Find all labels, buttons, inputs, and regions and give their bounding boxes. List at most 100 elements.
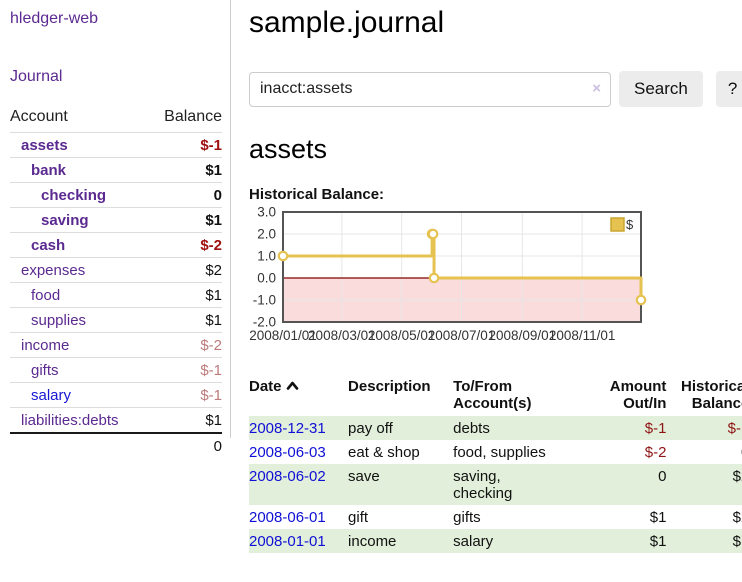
account-row: saving $1 [10,207,222,233]
transaction-description: gift [348,509,369,526]
balance-column-header-register[interactable]: Historical Balance [680,378,742,412]
legend-swatch [610,217,625,232]
accounts-column-header[interactable]: To/From Account(s) [453,378,532,412]
account-heading: assets [249,134,328,164]
x-axis-tick-label: 2008/01/01 [249,328,317,343]
account-link[interactable]: gifts [31,362,59,379]
transaction-amount: $-2 [644,444,667,461]
transaction-accounts-text: debts [453,420,490,437]
transaction-date-cell: 2008-12-31 [249,416,348,440]
plot-border [282,211,642,323]
account-row: food $1 [10,282,222,308]
transaction-row: 2008-06-03 eat & shop food, supplies $-20 [249,440,742,464]
accounts-table: Account Balance assets $-1 bank $1 checking 0… [10,106,222,459]
transaction-date-cell: 2008-06-01 [249,505,348,529]
accounts-table-header: Account Balance [10,106,222,133]
transaction-date-link[interactable]: 2008-06-02 [249,468,326,485]
accounts-total-balance: 0 [148,432,222,459]
search-bar: × Search ? [249,71,742,107]
register-table: Date Description To/From Account(s) Amou… [249,376,742,553]
chart-svg: $3.0 2.0 1.0 0.0 -1.0 -2.02008/01/012008/03/0… [249,205,647,343]
transaction-row: 2008-06-01 gift gifts $1 $2 [249,505,742,529]
account-row: gifts $-1 [10,357,222,383]
sidebar: hledger-web Journal Account Balance asse… [0,0,231,459]
transaction-row: 2008-01-01 income salary $1 $1 [249,529,742,553]
account-balance: $1 [148,157,222,183]
transaction-date-link[interactable]: 2008-12-31 [249,420,326,437]
account-link[interactable]: food [31,287,61,304]
transaction-balance: 0 [666,440,742,464]
transaction-description: eat & shop [348,444,420,461]
chart-legend: $ [610,217,634,232]
account-row: assets $-1 [10,132,222,158]
transaction-amount: 0 [658,468,667,485]
transaction-accounts-text: saving, checking [453,468,513,502]
y-axis-tick-label: 0.0 [257,271,276,286]
transaction-date-cell: 2008-06-03 [249,440,348,464]
account-link[interactable]: assets [21,137,68,154]
transaction-accounts: debts [453,416,592,440]
legend-label: $ [626,217,634,232]
transaction-balance: $1 [732,533,742,550]
transaction-balance: $-1 [727,420,742,437]
account-column-header: Account [10,108,68,125]
balance-column-header: Balance [164,108,222,125]
x-axis-tick-label: 2008/07/01 [428,328,496,343]
transaction-date-link[interactable]: 2008-06-01 [249,509,326,526]
account-row: checking 0 [10,182,222,208]
sort-ascending-icon [286,377,299,394]
description-column-header[interactable]: Description [348,378,431,395]
account-balance: $-1 [148,382,222,408]
register-header-row: Date Description To/From Account(s) Amou… [249,376,742,416]
clear-search-icon[interactable]: × [592,79,601,97]
account-link[interactable]: supplies [31,312,87,329]
account-balance: $1 [148,407,222,433]
account-link[interactable]: income [21,337,70,354]
account-link[interactable]: cash [31,237,66,254]
account-link[interactable]: liabilities:debts [21,412,119,429]
page-title: sample.journal [249,6,445,39]
search-input[interactable] [249,71,611,107]
data-point [428,272,440,284]
date-column-header[interactable]: Date [249,376,348,416]
main-content: sample.journal × Search ? assets Histori… [231,0,742,553]
app-title[interactable]: hledger-web [10,10,99,27]
app-layout: hledger-web Journal Account Balance asse… [0,0,742,553]
account-link[interactable]: salary [31,387,72,404]
account-row: salary $-1 [10,382,222,408]
transaction-accounts-text: food, supplies [453,444,546,461]
historical-balance-chart[interactable]: $3.0 2.0 1.0 0.0 -1.0 -2.0 2008/01/01 2008/03/0… [249,205,742,354]
transaction-amount: $1 [649,533,667,550]
transaction-date-link[interactable]: 2008-06-03 [249,444,326,461]
account-link[interactable]: bank [31,162,67,179]
sidebar-item-journal[interactable]: Journal [10,68,63,85]
transaction-balance: $2 [732,468,742,485]
account-balance: $1 [148,307,222,333]
account-row: cash $-2 [10,232,222,258]
y-axis-tick-label: 2.0 [257,227,276,242]
register-table-body: 2008-12-31 pay off debts $-1 $-1 2008-06-03 ea… [249,416,742,553]
transaction-amount: $1 [649,509,667,526]
account-row: expenses $2 [10,257,222,283]
transaction-date-cell: 2008-01-01 [249,529,348,553]
data-point [427,228,439,240]
date-header-label: Date [249,378,282,395]
account-row: supplies $1 [10,307,222,333]
transaction-date-link[interactable]: 2008-01-01 [249,533,326,550]
account-balance: $1 [148,282,222,308]
x-axis-tick-label: 2008/09/01 [489,328,557,343]
account-link[interactable]: checking [41,187,107,204]
account-balance: $2 [148,257,222,283]
account-balance: $-2 [148,232,222,258]
transaction-date-cell: 2008-06-02 [249,464,348,505]
account-link[interactable]: expenses [21,262,86,279]
x-axis-tick-label: 2008/11/01 [549,328,616,343]
data-point [635,294,647,306]
account-balance: $1 [148,207,222,233]
search-button[interactable]: Search [619,71,703,107]
transaction-accounts: salary [453,529,592,553]
transaction-accounts: gifts [453,505,592,529]
account-link[interactable]: saving [41,212,89,229]
help-button[interactable]: ? [715,71,742,107]
amount-column-header[interactable]: Amount Out/In [609,378,667,412]
